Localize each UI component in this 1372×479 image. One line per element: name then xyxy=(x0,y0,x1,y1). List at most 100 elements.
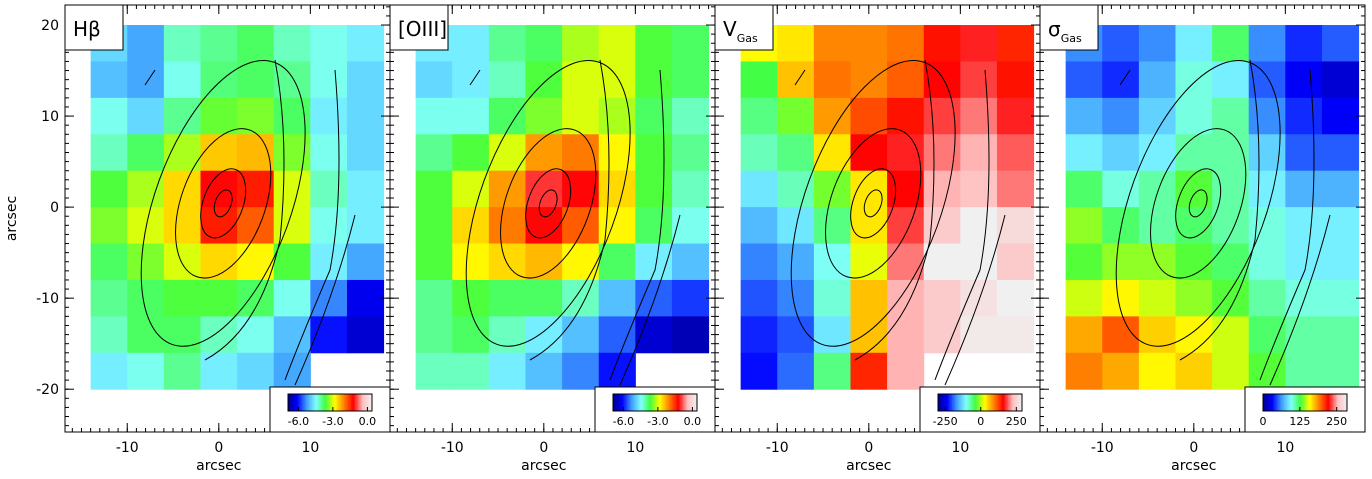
colorbar-step xyxy=(1002,394,1005,411)
map-cell xyxy=(813,61,851,99)
map-cell xyxy=(237,25,275,62)
map-cell xyxy=(1065,243,1103,281)
colorbar-step xyxy=(358,394,360,411)
colorbar-step xyxy=(966,394,968,411)
colorbar-step xyxy=(1307,394,1310,411)
map-cell xyxy=(346,25,385,62)
map-cell xyxy=(671,61,710,99)
colorbar-step xyxy=(307,394,310,411)
colorbar-step xyxy=(355,394,357,411)
colorbar-step xyxy=(1328,394,1331,411)
x-axis-label: arcsec xyxy=(846,458,891,474)
contour xyxy=(140,60,306,347)
y-tick-label: 20 xyxy=(41,18,59,34)
map-cell xyxy=(1248,352,1286,390)
map-cell xyxy=(635,61,673,99)
map-cell xyxy=(562,25,600,62)
x-tick-label: -10 xyxy=(766,440,789,456)
colorbar-step xyxy=(957,394,960,411)
colorbar-step xyxy=(346,394,349,411)
map-cell xyxy=(923,316,961,354)
map-cell xyxy=(1285,170,1323,208)
map-cell xyxy=(163,207,201,245)
colorbar-step xyxy=(1282,394,1285,411)
x-tick-label: 0 xyxy=(1189,440,1198,456)
map-cell xyxy=(200,279,238,317)
colorbar-step xyxy=(318,394,321,411)
colorbar-step xyxy=(650,394,653,411)
map-cell xyxy=(1321,134,1360,172)
panel: -10 0 10 -20 -10 0 10 20 arcsec arcsec Hβ -6.0 -3.0 0… xyxy=(4,4,391,474)
map-cell xyxy=(1212,243,1250,281)
colorbar-step xyxy=(1335,394,1338,411)
colorbar-step xyxy=(1300,394,1303,411)
map-cell xyxy=(1102,25,1140,62)
map-cell xyxy=(1065,207,1103,245)
map-cell xyxy=(525,352,563,390)
contour xyxy=(850,168,897,239)
colorbar-step xyxy=(638,394,640,411)
colorbar-tick-label: -3.0 xyxy=(647,415,668,428)
colorbar-step xyxy=(629,394,632,411)
colorbar-step xyxy=(1288,394,1290,411)
colorbar-step xyxy=(359,394,362,411)
map-cell xyxy=(310,134,348,172)
map-cell xyxy=(777,25,815,62)
colorbar-step xyxy=(648,394,650,411)
map-cell xyxy=(127,243,165,281)
map-cell xyxy=(562,316,600,354)
map-cell xyxy=(562,97,600,135)
map-cell xyxy=(598,352,636,390)
colorbar-step xyxy=(681,394,684,411)
colorbar-step xyxy=(365,394,367,411)
colorbar-step xyxy=(1277,394,1279,411)
map-cell xyxy=(923,279,961,317)
map-cell xyxy=(488,61,526,99)
map-cell xyxy=(1248,279,1286,317)
colorbar-step xyxy=(349,394,352,411)
colorbar-step xyxy=(939,394,942,411)
map-cell xyxy=(525,61,563,99)
map-cell xyxy=(598,279,636,317)
colorbar-step xyxy=(311,394,314,411)
map-cell xyxy=(1175,279,1213,317)
map-cell xyxy=(1065,134,1103,172)
colorbar-step xyxy=(643,394,646,411)
map-cell xyxy=(1212,97,1250,135)
map-cell xyxy=(960,170,998,208)
colorbar-step xyxy=(1338,394,1341,411)
map-cell xyxy=(525,207,563,245)
map-cell xyxy=(415,170,453,208)
colorbar-step xyxy=(1310,394,1313,411)
colorbar-step xyxy=(290,394,293,411)
title-subscript: Gas xyxy=(1061,32,1082,45)
colorbar-step xyxy=(639,394,642,411)
map-cell xyxy=(488,207,526,245)
colorbar-step xyxy=(998,394,1000,411)
map-cell xyxy=(1285,97,1323,135)
panel: -10 0 10 arcsec σGas 0 125 250 xyxy=(1039,4,1366,474)
x-tick-label: 10 xyxy=(1276,440,1294,456)
colorbar-step xyxy=(1010,394,1013,411)
colorbar-step xyxy=(314,394,317,411)
map-cell xyxy=(635,279,673,317)
panel-title: σGas xyxy=(1048,17,1082,45)
colorbar-step xyxy=(987,394,989,411)
map-cell xyxy=(850,134,888,172)
map-cell xyxy=(346,134,385,172)
colorbar-step xyxy=(671,394,674,411)
map xyxy=(740,25,1035,390)
colorbar-step xyxy=(1267,394,1269,411)
map-cell xyxy=(452,97,490,135)
contour xyxy=(469,59,681,386)
map-cell xyxy=(562,207,600,245)
x-tick-label: 0 xyxy=(214,440,223,456)
map-cell xyxy=(1285,61,1323,99)
colorbar-step xyxy=(636,394,639,411)
map-cell xyxy=(1102,243,1140,281)
colorbar: 0 125 250 xyxy=(1244,386,1366,433)
colorbar-step xyxy=(992,394,995,411)
colorbar-step xyxy=(996,394,999,411)
map-cell xyxy=(488,97,526,135)
x-tick-label: 0 xyxy=(864,440,873,456)
